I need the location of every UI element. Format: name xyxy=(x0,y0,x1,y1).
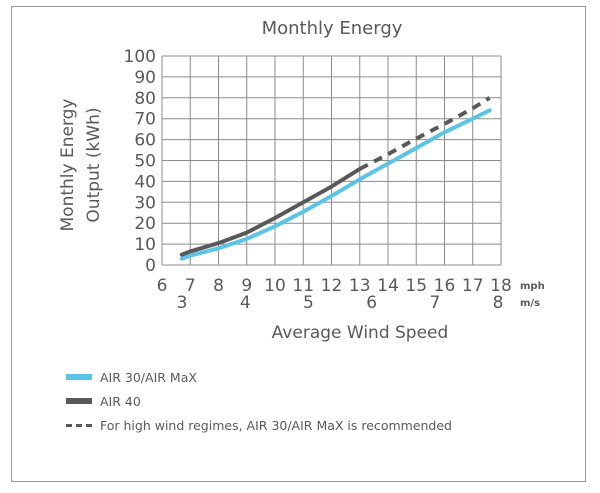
x-axis-label: Average Wind Speed xyxy=(272,323,449,343)
chart-title: Monthly Energy xyxy=(262,18,403,39)
x-tick-label-ms: 4 xyxy=(240,293,251,313)
x-tick-label-mph: 7 xyxy=(185,276,196,296)
x-tick-label-mph: 15 xyxy=(405,276,427,296)
legend-swatch-high-wind xyxy=(66,423,92,427)
x-tick-label-mph: 6 xyxy=(157,276,168,296)
x-unit-ms: m/s xyxy=(520,298,540,309)
y-tick-label: 10 xyxy=(134,235,156,255)
x-tick-label-mph: 13 xyxy=(349,276,371,296)
y-tick-label: 100 xyxy=(124,47,156,67)
legend-label-air40: AIR 40 xyxy=(100,393,141,409)
legend-item-high-wind: For high wind regimes, AIR 30/AIR MaX is… xyxy=(66,413,452,437)
legend-swatch-air30 xyxy=(66,374,92,380)
x-tick-label-mph: 11 xyxy=(292,276,314,296)
legend-label-air30: AIR 30/AIR MaX xyxy=(100,369,197,385)
legend-item-air30: AIR 30/AIR MaX xyxy=(66,365,452,389)
x-tick-label-mph: 12 xyxy=(321,276,343,296)
y-tick-label: 90 xyxy=(134,68,156,88)
y-tick-label: 70 xyxy=(134,110,156,130)
y-tick-label: 30 xyxy=(134,193,156,213)
y-axis-label-line-1: Monthly Energy xyxy=(58,99,78,232)
x-tick-label-mph: 14 xyxy=(377,276,399,296)
legend-label-high-wind: For high wind regimes, AIR 30/AIR MaX is… xyxy=(100,417,452,433)
y-tick-label: 0 xyxy=(145,256,156,276)
series-lines xyxy=(179,96,492,261)
series-line-1 xyxy=(179,166,362,257)
series-line-2 xyxy=(358,96,491,171)
x-unit-mph: mph xyxy=(520,281,545,292)
x-tick-label-ms: 3 xyxy=(177,293,188,313)
x-tick-label-mph: 9 xyxy=(241,276,252,296)
legend-item-air40: AIR 40 xyxy=(66,389,452,413)
x-tick-label-mph: 8 xyxy=(213,276,224,296)
legend-swatch-air40 xyxy=(66,398,92,404)
x-tick-label-ms: 6 xyxy=(366,293,377,313)
y-tick-label: 20 xyxy=(134,214,156,234)
grid xyxy=(161,55,502,266)
x-tick-label-ms: 8 xyxy=(493,293,504,313)
series-line-0 xyxy=(179,108,492,261)
x-tick-label-ms: 7 xyxy=(429,293,440,313)
x-tick-label-mph: 18 xyxy=(490,276,512,296)
legend: AIR 30/AIR MaX AIR 40 For high wind regi… xyxy=(66,365,452,437)
y-axis-label-line-2: Output (kWh) xyxy=(84,107,104,222)
y-tick-label: 50 xyxy=(134,152,156,172)
y-tick-label: 40 xyxy=(134,172,156,192)
chart-frame xyxy=(11,6,586,482)
x-tick-label-ms: 5 xyxy=(303,293,314,313)
x-tick-label-mph: 10 xyxy=(264,276,286,296)
x-tick-label-mph: 16 xyxy=(434,276,456,296)
y-tick-label: 60 xyxy=(134,131,156,151)
x-tick-label-mph: 17 xyxy=(462,276,484,296)
y-tick-label: 80 xyxy=(134,89,156,109)
